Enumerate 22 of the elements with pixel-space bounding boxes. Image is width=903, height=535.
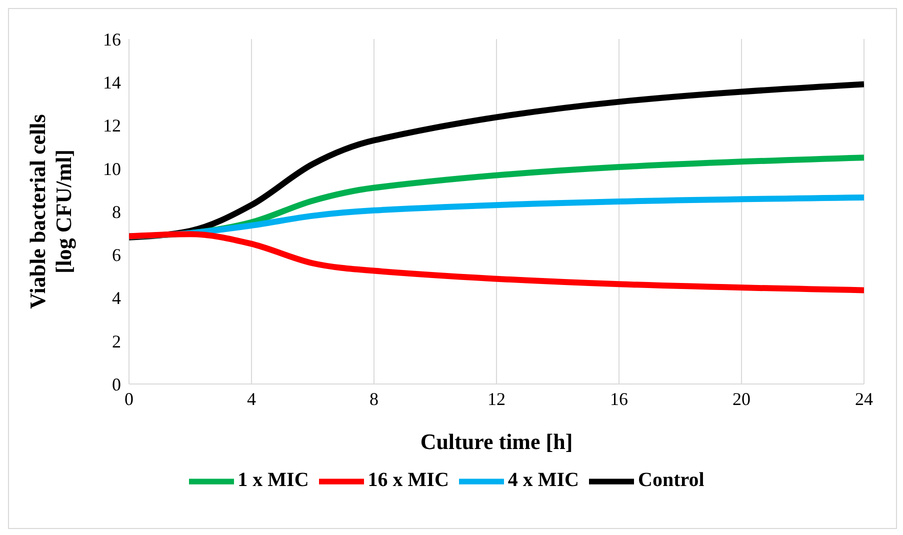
x-tick-label: 0	[124, 388, 134, 409]
y-tick-label: 12	[103, 116, 121, 136]
legend-label: 1 x MIC	[238, 469, 309, 492]
y-tick-label: 6	[112, 245, 121, 266]
x-axis-title: Culture time [h]	[420, 429, 573, 454]
x-tick-label: 24	[855, 388, 873, 409]
y-tick-label: 0	[112, 374, 121, 394]
legend-label: 4 x MIC	[508, 469, 579, 492]
x-tick-label: 12	[488, 388, 506, 409]
x-tick-label: 16	[610, 388, 628, 409]
y-tick-label: 2	[112, 331, 121, 352]
legend-label: 16 x MIC	[368, 469, 449, 492]
y-tick-label: 16	[103, 29, 121, 50]
x-tick-label: 8	[370, 388, 378, 409]
y-tick-label: 8	[112, 202, 121, 222]
y-tick-label: 10	[103, 158, 121, 179]
y-tick-label: 4	[112, 288, 121, 308]
y-tick-label: 14	[103, 72, 121, 93]
legend-label: Control	[638, 469, 704, 492]
x-tick-label: 4	[247, 388, 256, 409]
y-axis-title: Viable bacterial cells [log CFU/ml]	[25, 114, 76, 309]
x-tick-label: 20	[732, 388, 750, 409]
